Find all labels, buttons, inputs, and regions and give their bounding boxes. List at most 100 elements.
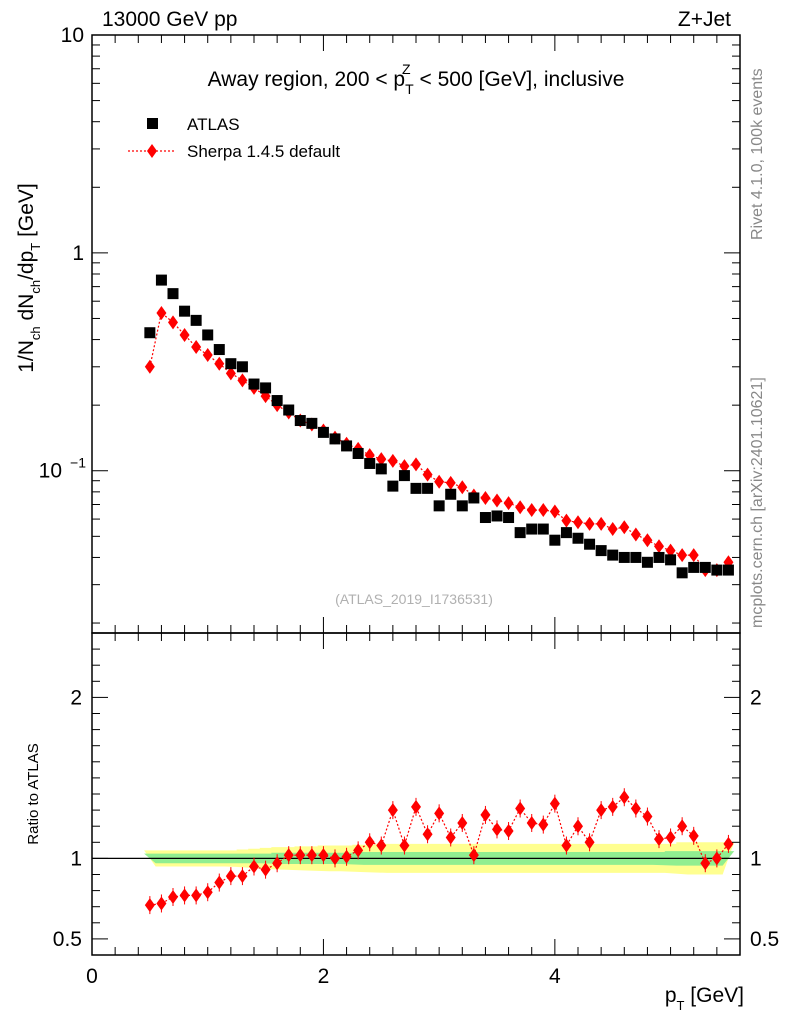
ratio-point [179,888,190,903]
ratio-point [156,896,167,911]
sherpa-point [411,457,421,472]
ratio-point [422,827,433,842]
ratio-point [411,799,421,814]
atlas-point [572,532,584,544]
ratio-x-axis: 0 2 4 [86,633,741,988]
xtick-label: 2 [318,965,330,988]
ratio-point [249,859,259,874]
ratio-point [364,835,375,850]
ratio-point [353,843,364,858]
header-left: 13000 GeV pp [102,8,237,31]
atlas-point [213,344,225,356]
sherpa-point [434,474,445,489]
legend-label-sherpa: Sherpa 1.4.5 default [187,142,340,161]
sherpa-point [677,548,688,563]
ratio-point [642,809,653,824]
ratio-y-axis: 0.5 0.5 1 1 2 2 [53,632,779,956]
ratio-point [434,806,445,821]
atlas-point [491,510,503,522]
ratio-point [341,849,352,864]
legend-label-atlas: ATLAS [187,115,240,134]
atlas-point [722,564,734,576]
ratio-point [515,801,526,816]
ratio-point [607,799,618,814]
atlas-point [711,564,723,576]
ratio-point [330,851,340,866]
ratio-ylabel: Ratio to ATLAS [25,743,42,844]
ratio-ytick-label-left: 0.5 [53,928,82,951]
atlas-point [618,551,630,563]
ratio-point [573,819,583,834]
ratio-series-sherpa [144,788,734,915]
sherpa-point [156,305,167,320]
sherpa-point [225,366,236,381]
sherpa-point [492,493,502,508]
ratio-point [225,869,236,884]
ratio-point [711,851,722,866]
atlas-point [202,329,214,341]
atlas-point [236,361,248,373]
atlas-point [225,358,237,370]
ratio-point [191,888,202,903]
sherpa-point [654,539,664,554]
side-label-rivet: Rivet 4.1.0, 100k events [749,68,766,240]
ratio-point [526,815,537,830]
atlas-point [688,561,700,573]
atlas-point [653,551,665,563]
ratio-ytick-label-left: 2 [70,686,82,709]
ratio-point [688,828,699,843]
atlas-point [433,500,445,512]
ratio-point [387,803,398,818]
atlas-point [503,512,515,524]
atlas-point [410,482,422,494]
atlas-point [144,327,156,339]
ratio-point [376,838,387,853]
ratio-point [619,790,630,805]
sherpa-point [503,496,514,511]
sherpa-point [179,327,190,342]
main-ytick-label: 10 [61,24,84,47]
ratio-point [399,838,410,853]
atlas-point [456,500,468,512]
sherpa-point [191,339,202,354]
ratio-point [480,807,491,822]
watermark: (ATLAS_2019_I1736531) [335,591,493,607]
legend-marker-sherpa [147,144,157,158]
atlas-point [375,463,387,475]
ratio-point [549,796,560,811]
xtick-label: 4 [549,965,561,988]
atlas-point [630,551,642,563]
side-label-mcplots: mcplots.cern.ch [arXiv:2401.10621] [749,377,766,628]
ratio-frame [91,632,741,956]
main-ytick-label: 1 [72,242,84,265]
atlas-point [283,404,295,416]
sherpa-point [237,373,248,388]
sherpa-point [376,452,387,467]
atlas-point [584,538,596,550]
atlas-point [294,415,306,427]
ratio-point [214,875,225,890]
atlas-point [526,523,538,535]
sherpa-point [561,513,572,528]
sherpa-point [445,475,456,490]
ratio-point [445,830,456,845]
atlas-point [317,426,329,438]
atlas-point [641,556,653,568]
main-x-ticks [91,35,741,633]
atlas-point [607,549,619,561]
ratio-point [144,898,155,913]
sherpa-point [526,503,537,518]
ratio-ytick-label-right: 1 [750,847,762,870]
ratio-point [468,848,479,863]
ratio-panel: 0.5 0.5 1 1 2 2 0 2 4 [53,632,779,988]
atlas-point [549,534,561,546]
sherpa-point [480,490,491,505]
xtick-label: 0 [86,965,98,988]
sherpa-point [573,515,583,530]
ratio-ytick-label-right: 0.5 [750,928,779,951]
atlas-point [341,440,353,452]
ratio-ytick-label-left: 1 [70,847,82,870]
ratio-point [561,838,572,853]
ratio-point [596,803,607,818]
ratio-point [723,836,734,851]
